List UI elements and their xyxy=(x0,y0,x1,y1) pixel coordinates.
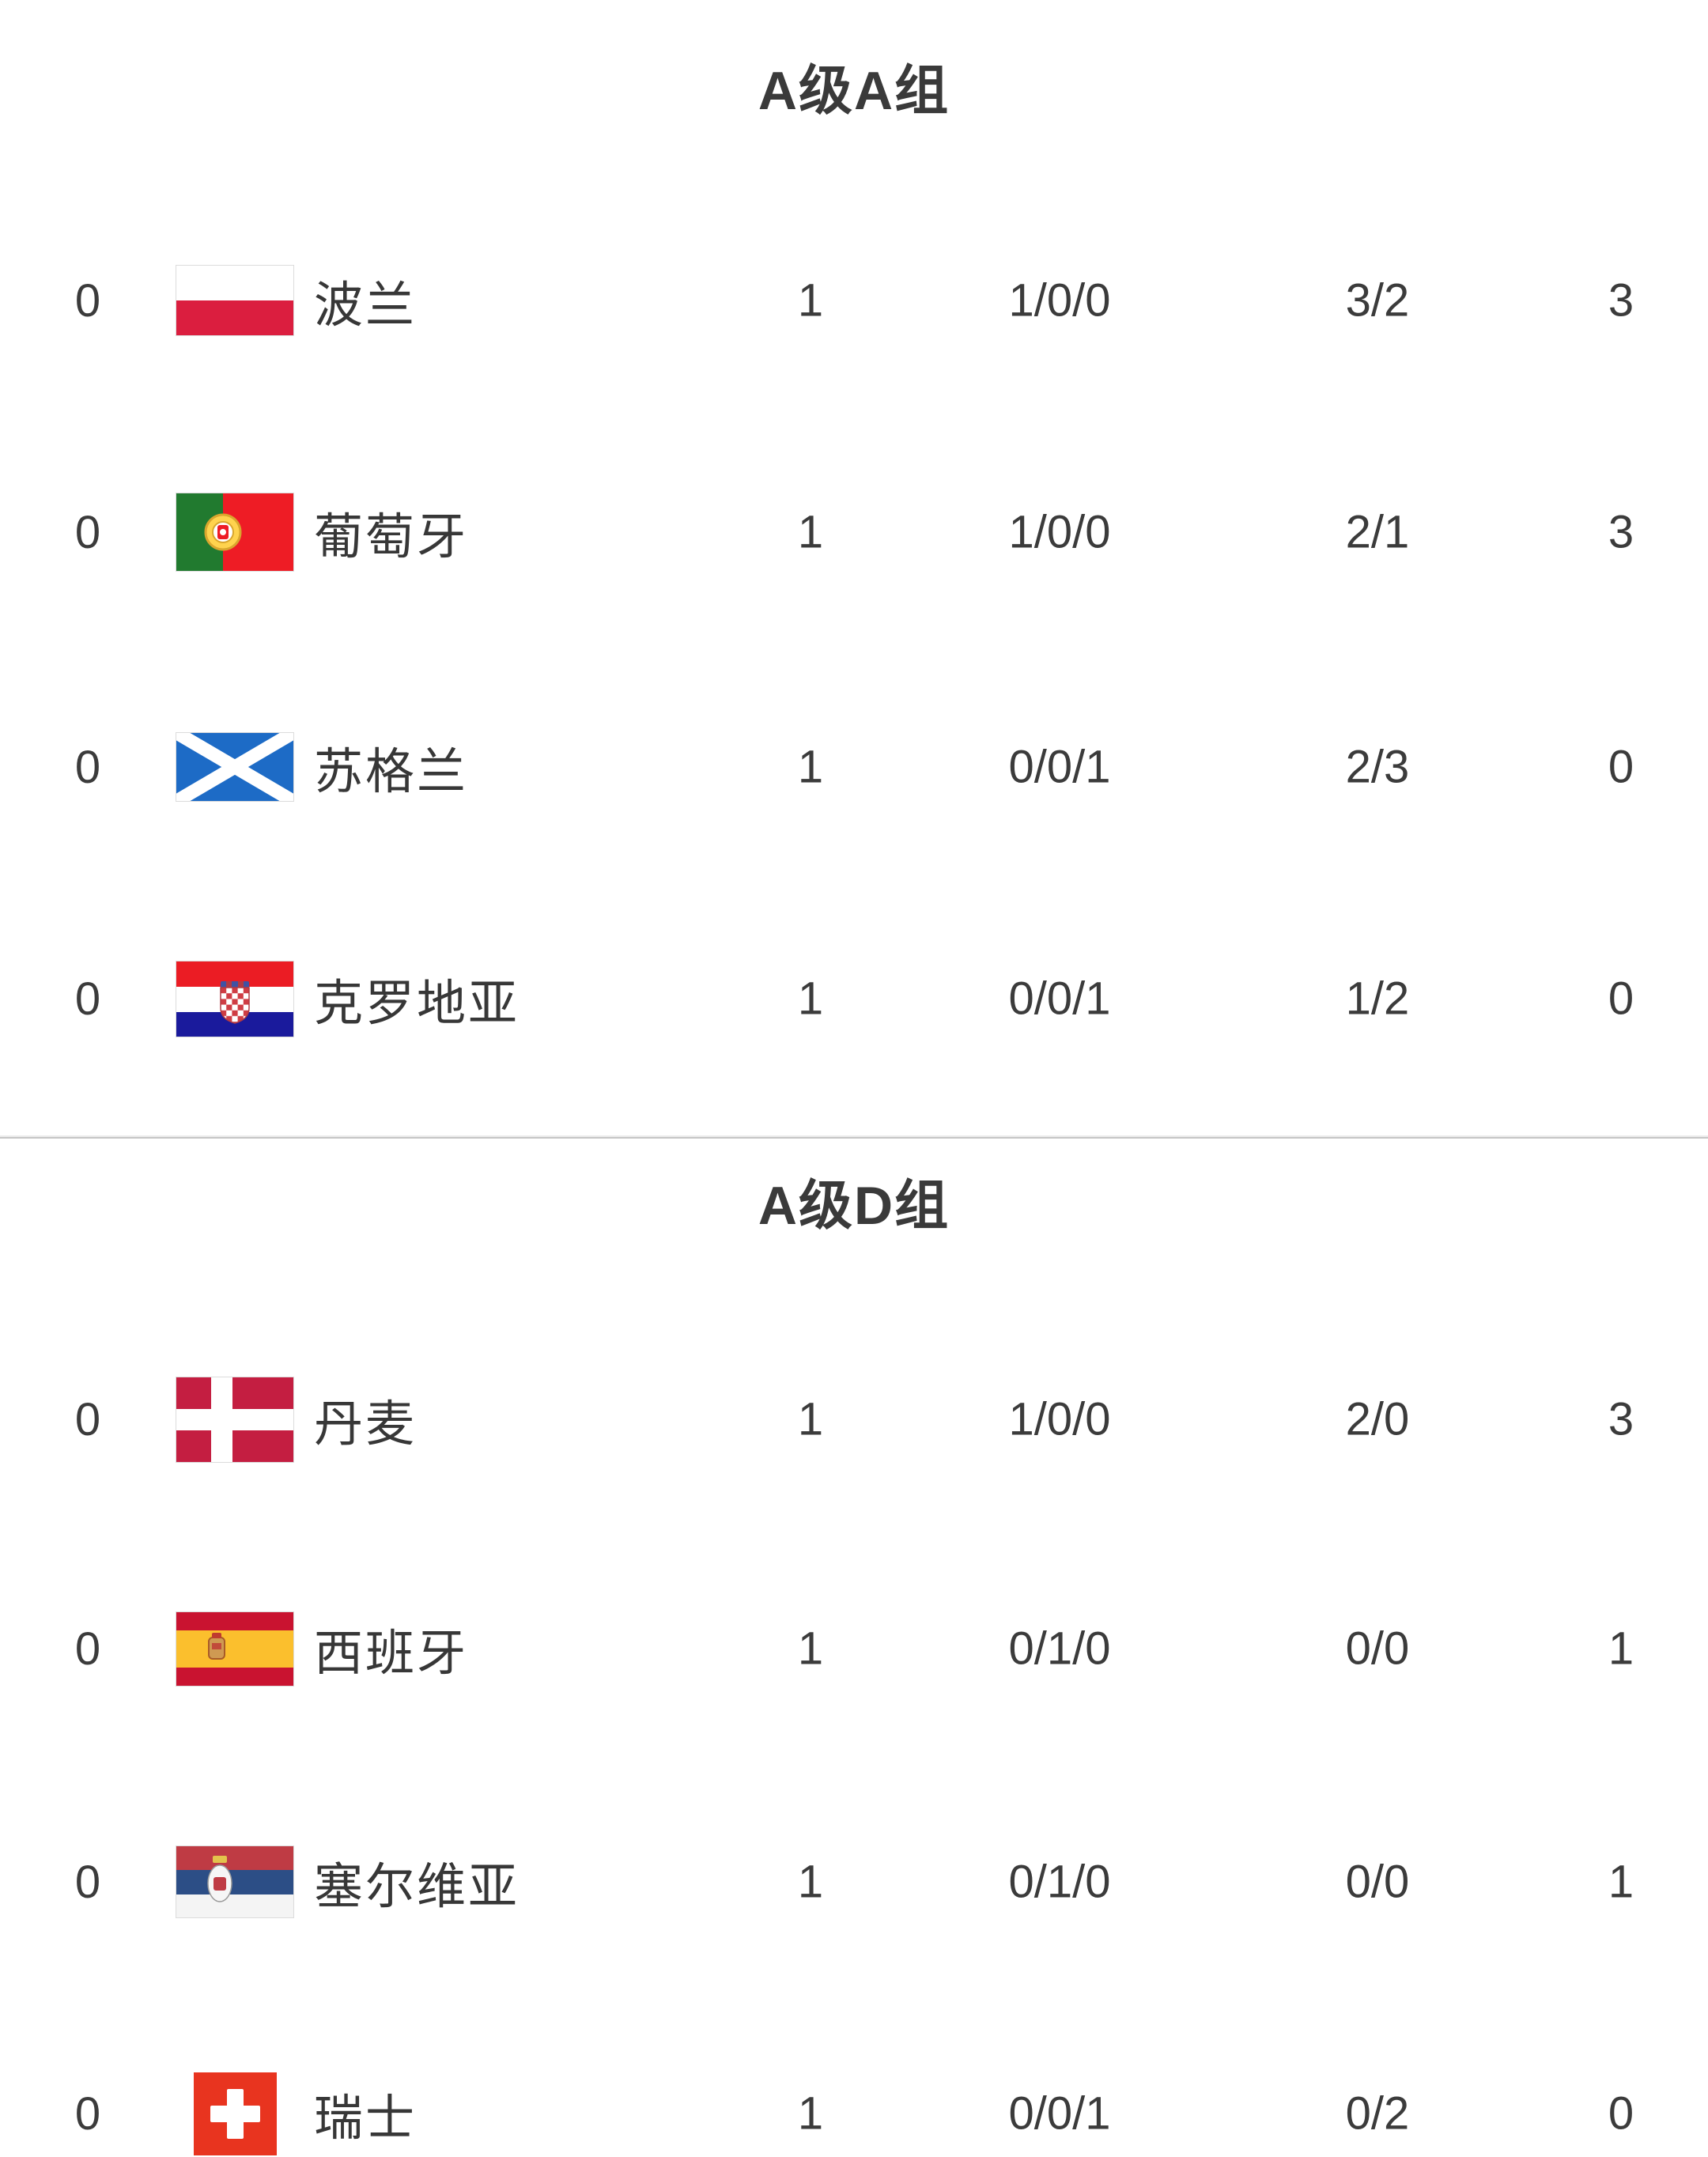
win-draw-loss-value: 0/0/1 xyxy=(1008,2087,1111,2140)
win-draw-loss-value: 1/0/0 xyxy=(1008,1393,1111,1445)
goals-value: 2/3 xyxy=(1345,741,1410,793)
flag-croatia-icon xyxy=(176,960,294,1037)
goals-value: 2/1 xyxy=(1345,506,1410,558)
flag-portugal-icon xyxy=(176,493,294,572)
points-value: 0 xyxy=(1608,2087,1634,2140)
flag-switzerland-icon xyxy=(176,2072,294,2155)
team-name: 丹麦 xyxy=(314,1397,418,1452)
group-title-d: A级D组 xyxy=(758,1176,950,1236)
flag-scotland-icon xyxy=(176,732,294,802)
table-row[interactable]: 0 塞尔维亚 1 0/1/0 0/0 1 xyxy=(0,1766,1708,1998)
points-value: 3 xyxy=(1608,274,1634,327)
rank-value: 0 xyxy=(74,1622,101,1675)
played-value: 1 xyxy=(797,506,824,558)
table-row[interactable]: 0 波兰 1 1/0/0 3/2 3 xyxy=(0,184,1708,417)
goals-value: 3/2 xyxy=(1345,274,1410,327)
win-draw-loss-value: 1/0/0 xyxy=(1008,506,1111,558)
goals-value: 0/0 xyxy=(1345,1622,1410,1675)
played-value: 1 xyxy=(797,973,824,1025)
team-name: 克罗地亚 xyxy=(314,977,520,1031)
rank-value: 0 xyxy=(74,2087,101,2140)
played-value: 1 xyxy=(797,2087,824,2140)
win-draw-loss-value: 1/0/0 xyxy=(1008,274,1111,327)
points-value: 3 xyxy=(1608,506,1634,558)
played-value: 1 xyxy=(797,1393,824,1445)
win-draw-loss-value: 0/0/1 xyxy=(1008,973,1111,1025)
points-value: 0 xyxy=(1608,741,1634,793)
rank-value: 0 xyxy=(74,1856,101,1908)
goals-value: 2/0 xyxy=(1345,1393,1410,1445)
rank-value: 0 xyxy=(74,1393,101,1445)
played-value: 1 xyxy=(797,1856,824,1908)
goals-value: 0/2 xyxy=(1345,2087,1410,2140)
win-draw-loss-value: 0/1/0 xyxy=(1008,1622,1111,1675)
played-value: 1 xyxy=(797,1622,824,1675)
team-name: 西班牙 xyxy=(314,1626,469,1681)
points-value: 3 xyxy=(1608,1393,1634,1445)
goals-value: 0/0 xyxy=(1345,1856,1410,1908)
played-value: 1 xyxy=(797,741,824,793)
rank-value: 0 xyxy=(74,506,101,558)
flag-serbia-icon xyxy=(176,1845,294,1918)
group-title-a: A级A组 xyxy=(758,61,950,121)
points-value: 1 xyxy=(1608,1856,1634,1908)
rank-value: 0 xyxy=(74,973,101,1025)
group-divider xyxy=(0,1137,1708,1139)
flag-poland-icon xyxy=(176,265,294,336)
team-name: 葡萄牙 xyxy=(314,510,469,565)
table-row[interactable]: 0 克罗地亚 1 0/0/ xyxy=(0,882,1708,1115)
table-row[interactable]: 0 苏格兰 1 0/0/1 2/3 0 xyxy=(0,651,1708,883)
win-draw-loss-value: 0/0/1 xyxy=(1008,741,1111,793)
table-row[interactable]: 0 丹麦 1 1/0/0 2/0 3 xyxy=(0,1303,1708,1536)
rank-value: 0 xyxy=(74,274,101,327)
win-draw-loss-value: 0/1/0 xyxy=(1008,1856,1111,1908)
team-name: 瑞士 xyxy=(314,2091,418,2146)
team-name: 塞尔维亚 xyxy=(314,1860,520,1914)
table-row[interactable]: 0 葡萄牙 1 1/0/0 2/1 3 xyxy=(0,416,1708,648)
played-value: 1 xyxy=(797,274,824,327)
goals-value: 1/2 xyxy=(1345,973,1410,1025)
flag-denmark-icon xyxy=(176,1376,294,1463)
points-value: 0 xyxy=(1608,973,1634,1025)
team-name: 苏格兰 xyxy=(314,745,469,799)
team-name: 波兰 xyxy=(314,278,418,333)
table-row[interactable]: 0 瑞士 1 0/0/1 0/2 0 xyxy=(0,1997,1708,2157)
rank-value: 0 xyxy=(74,741,101,793)
points-value: 1 xyxy=(1608,1622,1634,1675)
table-row[interactable]: 0 西班牙 1 0/1/0 0/0 1 xyxy=(0,1532,1708,1765)
flag-spain-icon xyxy=(176,1611,294,1687)
